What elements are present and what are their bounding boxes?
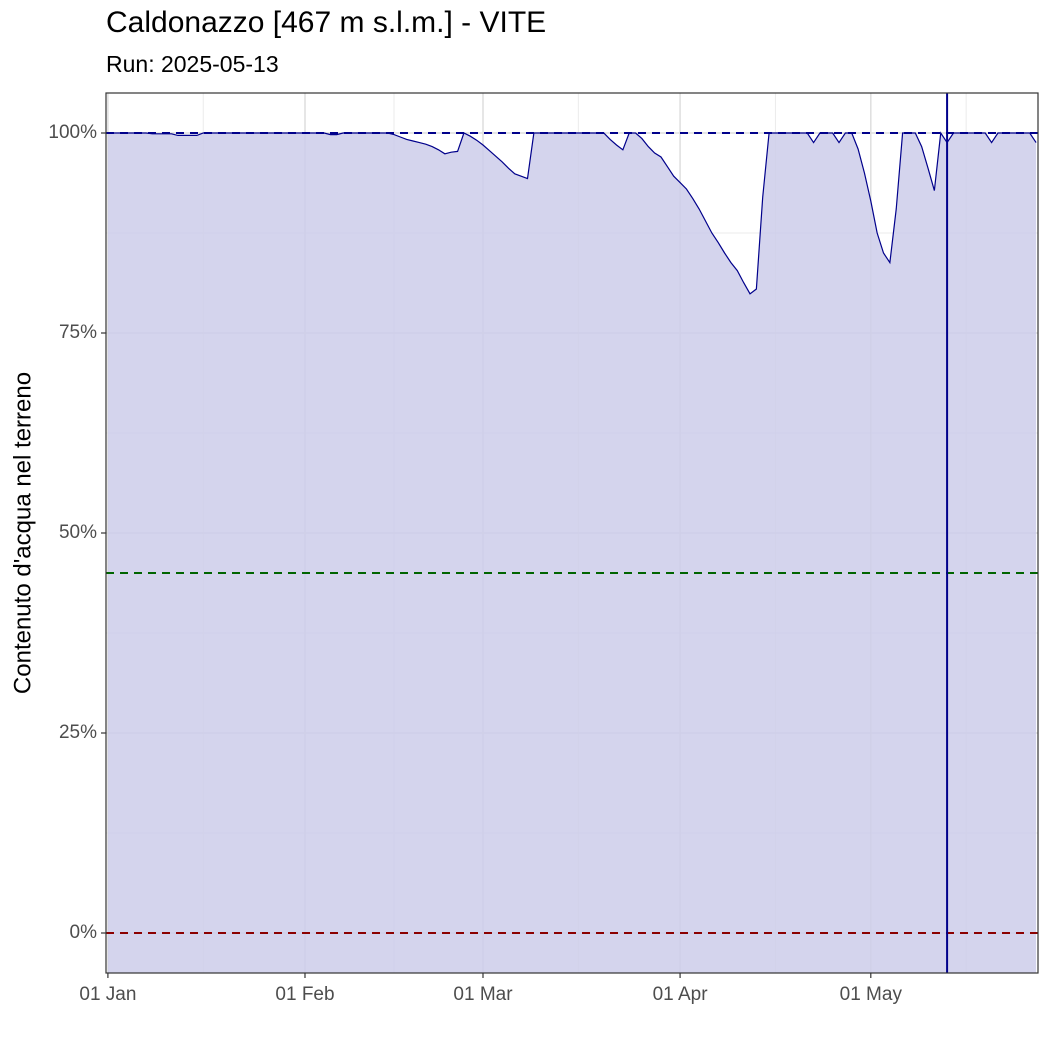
x-tick-label: 01 Mar bbox=[453, 984, 513, 1005]
x-tick-label: 01 Jan bbox=[79, 984, 136, 1005]
area-line bbox=[107, 131, 1037, 295]
y-tick-label: 50% bbox=[59, 522, 97, 543]
area-fill bbox=[107, 133, 1037, 973]
x-tick-label: 01 Apr bbox=[653, 984, 709, 1005]
chart-subtitle: Run: 2025-05-13 bbox=[106, 51, 279, 77]
chart-title: Caldonazzo [467 m s.l.m.] - VITE bbox=[106, 6, 546, 39]
x-tick-label: 01 Feb bbox=[275, 984, 334, 1005]
y-tick-label: 100% bbox=[48, 122, 97, 143]
y-tick-label: 25% bbox=[59, 722, 97, 743]
y-axis-label: Contenuto d'acqua nel terreno bbox=[9, 372, 36, 694]
y-tick-label: 0% bbox=[70, 922, 98, 943]
y-tick-label: 75% bbox=[59, 322, 97, 343]
x-tick-label: 01 May bbox=[840, 984, 903, 1005]
